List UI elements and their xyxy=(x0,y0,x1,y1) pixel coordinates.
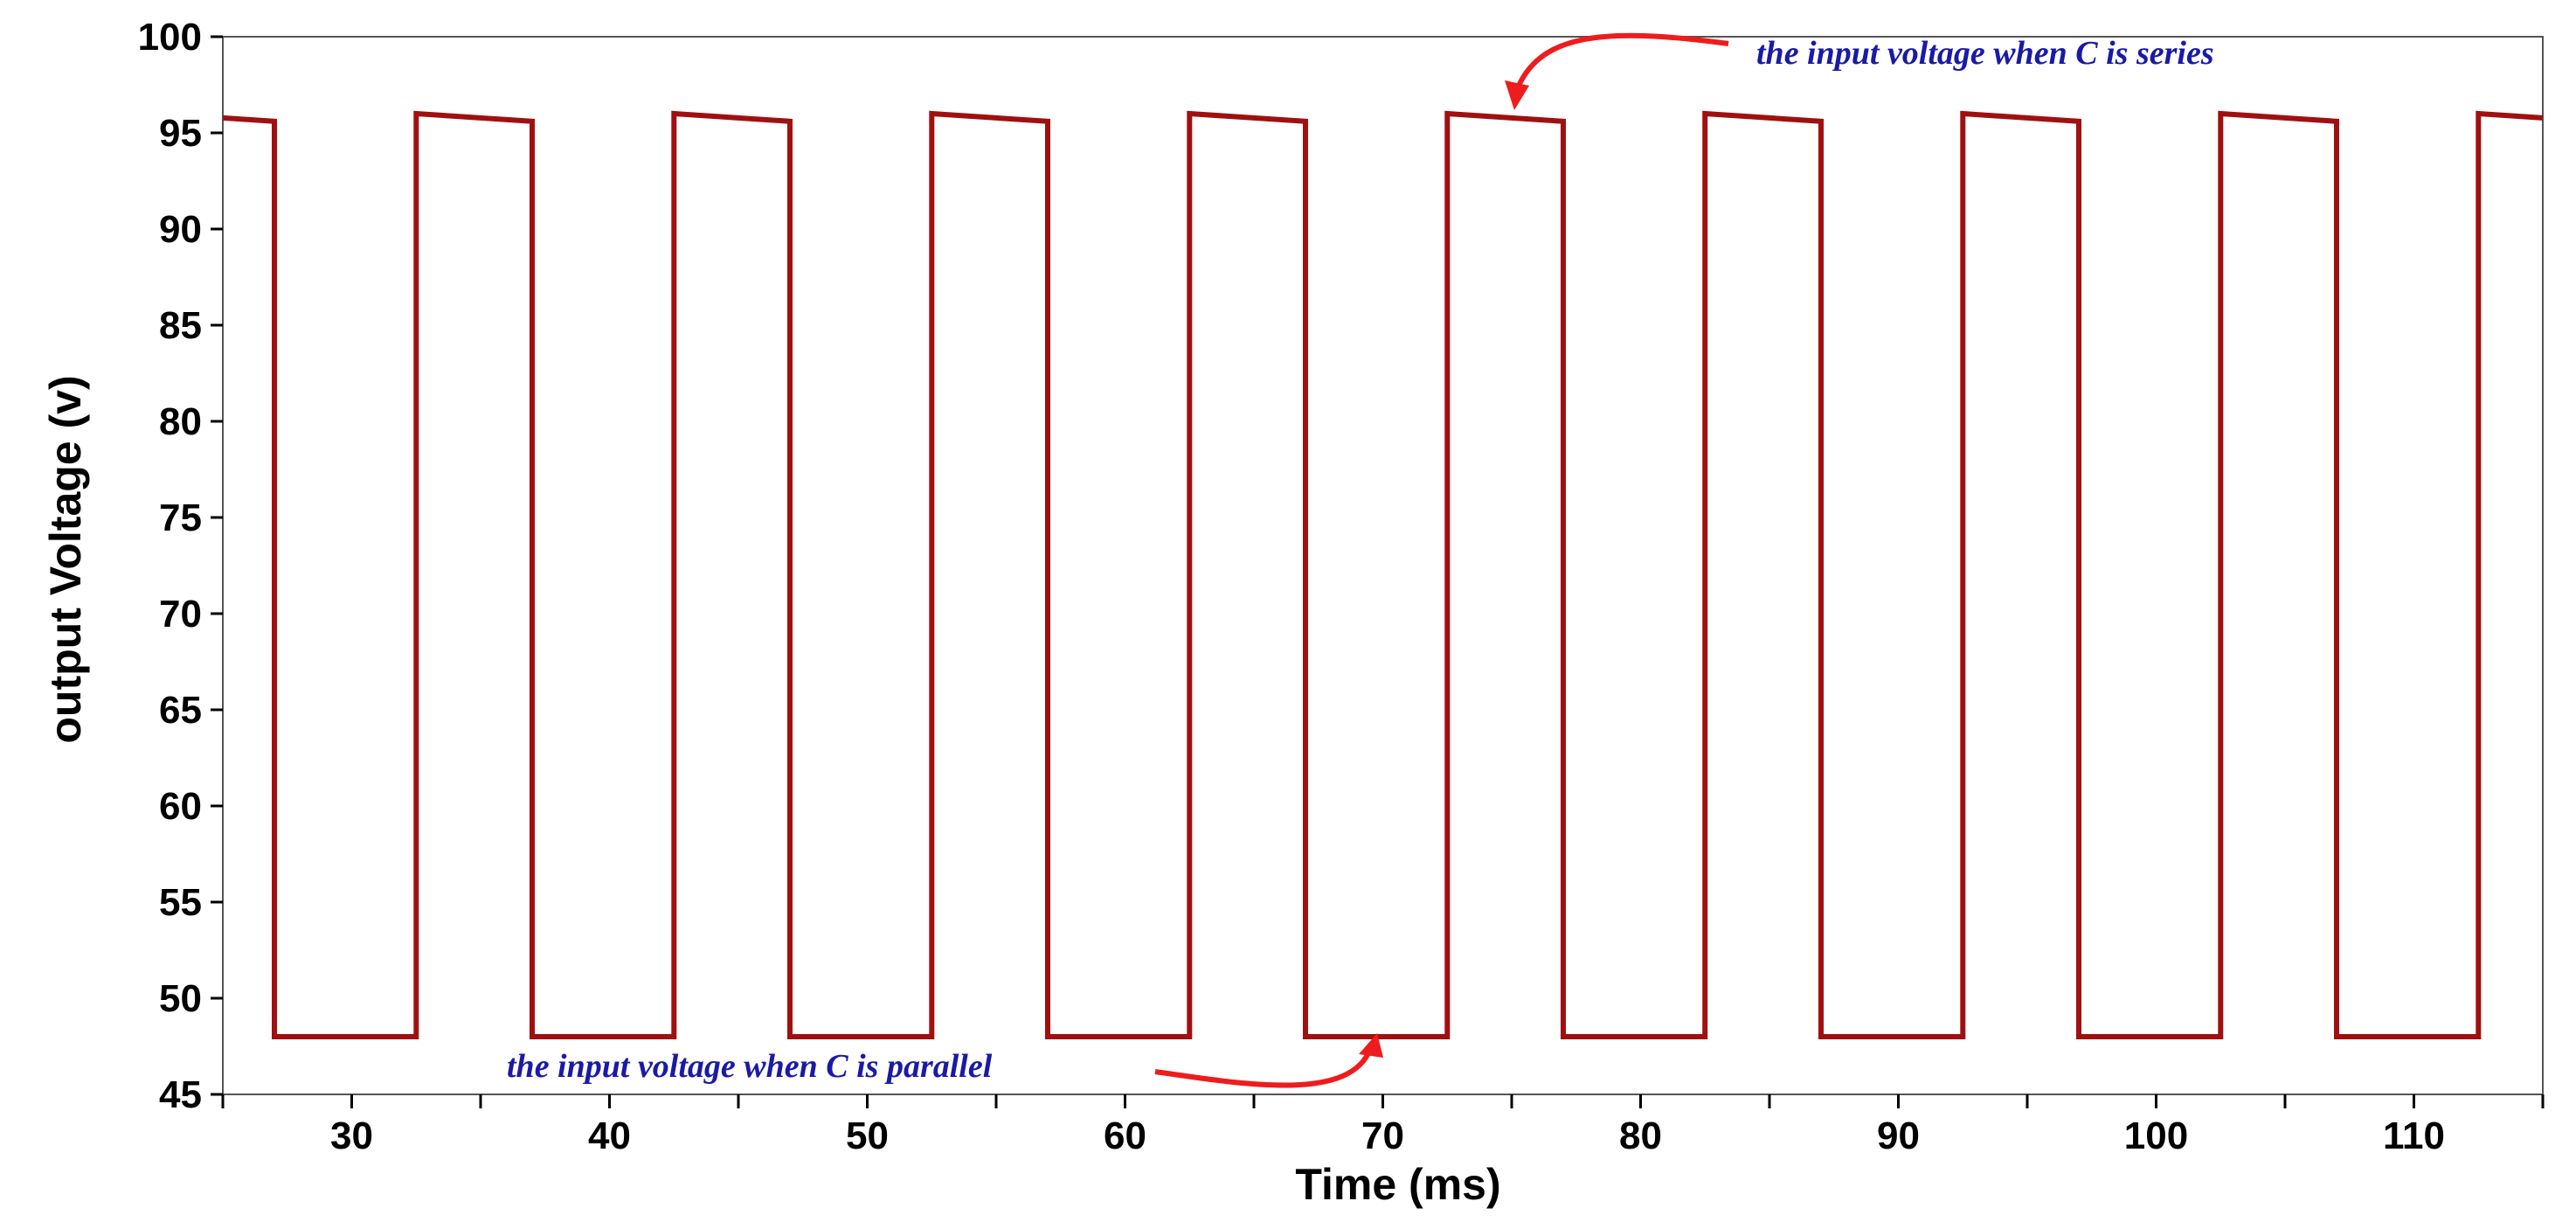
x-tick-label: 70 xyxy=(1361,1114,1404,1157)
x-tick-label: 80 xyxy=(1619,1114,1662,1157)
y-tick-label: 50 xyxy=(159,977,202,1020)
x-tick-label: 110 xyxy=(2383,1114,2445,1157)
y-tick-label: 45 xyxy=(159,1073,202,1116)
arrow-series xyxy=(1513,32,1729,94)
y-tick-label: 90 xyxy=(159,208,202,251)
arrow-series-head xyxy=(1505,80,1529,110)
annotation-series-label: the input voltage when C is series xyxy=(1756,35,2214,72)
x-tick-label: 40 xyxy=(588,1114,631,1157)
x-tick-label: 100 xyxy=(2124,1114,2188,1157)
series-layer xyxy=(222,110,2544,1039)
arrow-parallel-head xyxy=(1359,1033,1383,1058)
y-tick-label: 70 xyxy=(159,593,202,635)
y-tick-label: 80 xyxy=(159,400,202,443)
x-tick-label: 60 xyxy=(1104,1114,1146,1157)
x-axis: 30 40 50 60 70 80 90 100 110 xyxy=(221,1094,2545,1157)
x-tick-label: 90 xyxy=(1877,1114,1920,1157)
y-tick-label: 85 xyxy=(159,304,202,347)
y-axis-title: output Voltage (v) xyxy=(41,375,90,743)
series-line-output-voltage xyxy=(222,110,2544,1039)
y-tick-label: 75 xyxy=(159,496,202,539)
annotations: the input voltage when C is series the i… xyxy=(507,32,2214,1088)
y-tick-label: 55 xyxy=(159,881,202,924)
arrow-parallel xyxy=(1154,1047,1373,1088)
plot-frame xyxy=(222,36,2544,1095)
y-tick-label: 65 xyxy=(159,689,202,732)
y-tick-label: 100 xyxy=(138,16,202,59)
y-tick-label: 60 xyxy=(159,785,202,828)
x-tick-label: 50 xyxy=(846,1114,889,1157)
plot-border xyxy=(222,36,2544,1095)
y-axis: 45 50 55 60 65 70 75 80 85 90 95 100 xyxy=(138,16,223,1116)
annotation-parallel-label: the input voltage when C is parallel xyxy=(507,1048,993,1085)
x-axis-title: Time (ms) xyxy=(1295,1160,1500,1209)
x-tick-label: 30 xyxy=(330,1114,373,1157)
y-tick-label: 95 xyxy=(159,112,202,155)
